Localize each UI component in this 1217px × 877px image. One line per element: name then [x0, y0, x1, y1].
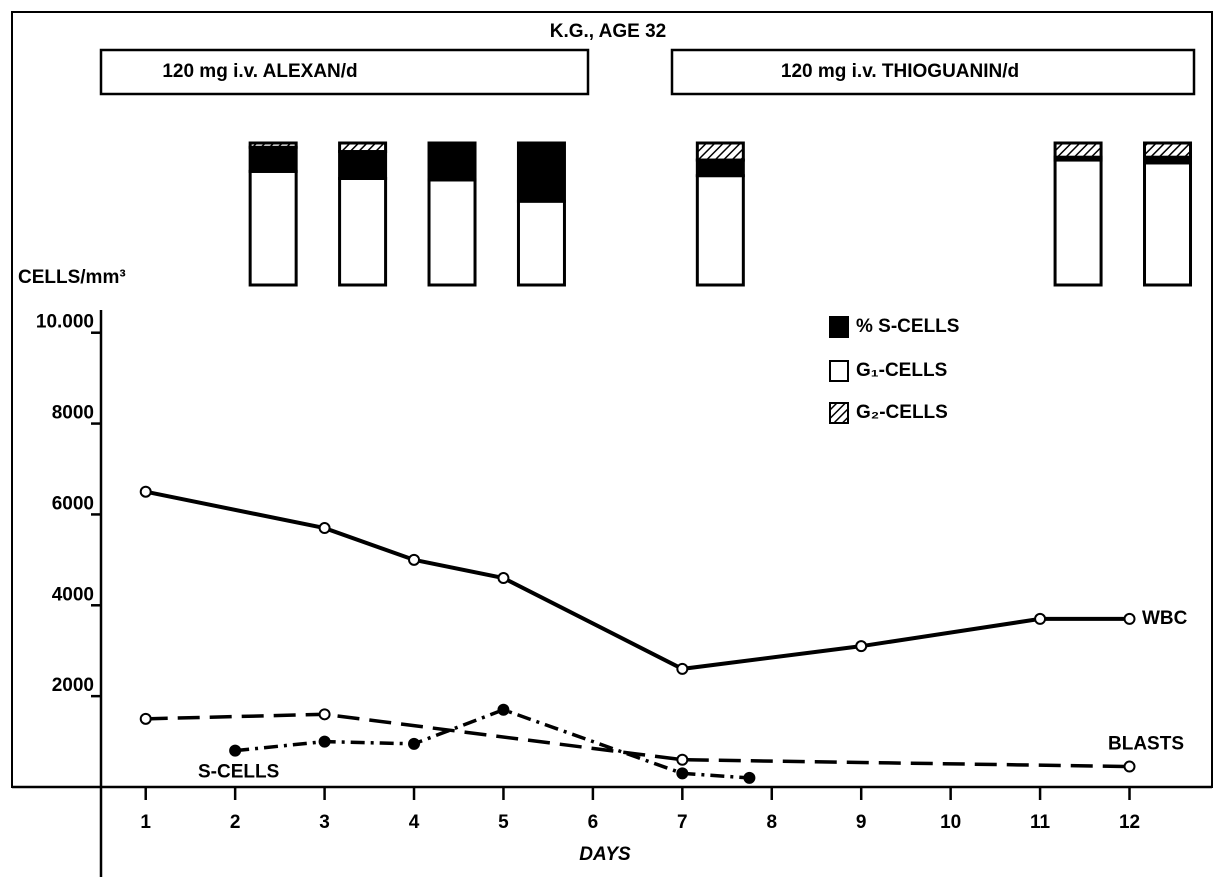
bar-segment	[248, 141, 298, 149]
chart-title: K.G., AGE 32	[550, 21, 667, 42]
point	[229, 744, 242, 757]
y-axis-label: CELLS/mm³	[18, 267, 126, 288]
bar-segment	[695, 174, 745, 287]
legend-label: G₂-CELLS	[856, 402, 948, 423]
x-tick-label: 10	[940, 812, 961, 833]
x-tick-label: 7	[677, 812, 688, 833]
bar-segment	[338, 141, 388, 154]
legend-swatch	[829, 360, 849, 382]
y-tick-label: 4000	[52, 584, 94, 605]
legend-swatch	[829, 316, 849, 338]
y-tick-label: 10.000	[36, 312, 94, 333]
series-label: S-CELLS	[198, 762, 279, 783]
y-tick-label: 6000	[52, 493, 94, 514]
annotation: 120 mg i.v. ALEXAN/d	[162, 61, 357, 82]
frame	[11, 11, 1213, 788]
bar-segment	[695, 158, 745, 178]
point	[318, 522, 331, 535]
bar-segment	[338, 150, 388, 181]
bar-segment	[248, 145, 298, 173]
bar-segment	[1053, 141, 1103, 159]
x-tick-label: 4	[409, 812, 420, 833]
point	[676, 753, 689, 766]
series-label: BLASTS	[1108, 734, 1184, 755]
bar-segment	[1143, 141, 1193, 159]
bar-segment	[516, 199, 566, 287]
x-tick-label: 9	[856, 812, 867, 833]
treatment-box	[99, 48, 590, 96]
y-tick-label: 2000	[52, 675, 94, 696]
x-tick-label: 12	[1119, 812, 1140, 833]
x-tick-label: 3	[319, 812, 330, 833]
bar-segment	[248, 169, 298, 287]
y-tick-label: 8000	[52, 403, 94, 424]
line	[145, 489, 1130, 671]
bar-segment	[427, 141, 477, 182]
x-tick-label: 2	[230, 812, 241, 833]
bar-segment	[1143, 161, 1193, 287]
point	[497, 703, 510, 716]
line	[145, 712, 1130, 769]
legend-label: G₁-CELLS	[856, 360, 947, 381]
point	[676, 662, 689, 675]
bar-segment	[338, 177, 388, 287]
point	[1123, 760, 1136, 773]
point	[855, 640, 868, 653]
x-tick-label: 11	[1030, 812, 1051, 833]
point	[139, 712, 152, 725]
point	[1034, 612, 1047, 625]
point	[139, 485, 152, 498]
x-tick-label: 1	[140, 812, 151, 833]
series-label: WBC	[1142, 608, 1188, 629]
point	[676, 767, 689, 780]
line	[234, 707, 750, 780]
legend-label: % S-CELLS	[856, 316, 959, 337]
legend-swatch	[829, 402, 849, 424]
point	[743, 771, 756, 784]
point	[318, 708, 331, 721]
treatment-box	[670, 48, 1196, 96]
x-tick-label: 6	[588, 812, 599, 833]
bar-segment	[1053, 158, 1103, 287]
point	[408, 553, 421, 566]
point	[318, 735, 331, 748]
x-tick-label: 5	[498, 812, 509, 833]
point	[1123, 612, 1136, 625]
bar-segment	[695, 141, 745, 162]
bar-segment	[516, 141, 566, 203]
point	[408, 737, 421, 750]
annotation: 120 mg i.v. THIOGUANIN/d	[781, 61, 1019, 82]
bar-segment	[427, 178, 477, 287]
x-tick-label: 8	[766, 812, 777, 833]
x-axis-label: DAYS	[579, 844, 631, 865]
point	[497, 572, 510, 585]
